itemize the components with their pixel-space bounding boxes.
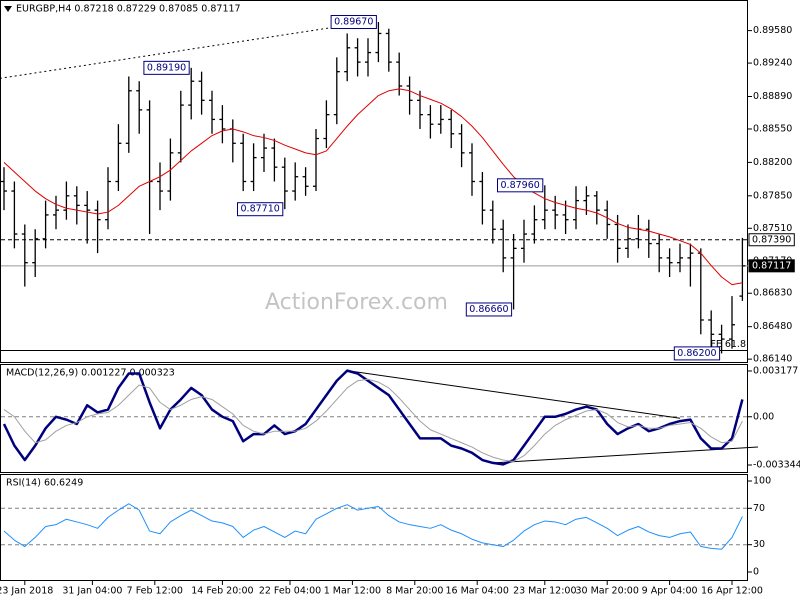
price-label: 0.89670 (334, 17, 373, 28)
y-tick-label: 0.87850 (753, 190, 792, 201)
x-tick-label: 14 Feb 20:00 (191, 586, 253, 597)
rsi-title: RSI(14) 60.6249 (6, 478, 83, 489)
x-tick-label: 22 Feb 04:00 (259, 586, 321, 597)
series-line (3, 88, 743, 286)
macd-title: MACD(12,26,9) 0.001227 0.000323 (6, 368, 175, 379)
y-tick-label: 0.89240 (753, 58, 792, 69)
rsi-panel (0, 474, 748, 581)
y-tick-label: 0.86480 (753, 321, 792, 332)
trendline (0, 21, 369, 79)
trendline (347, 370, 681, 419)
price-label: 0.86200 (677, 348, 716, 359)
x-tick-label: 31 Jan 04:00 (62, 586, 122, 597)
y-tick-label: 0.87510 (753, 223, 792, 234)
macd-panel (0, 364, 748, 473)
x-tick-label: 30 Mar 20:00 (575, 586, 638, 597)
x-tick-label: 1 Mar 12:00 (324, 586, 381, 597)
y-tick-label: 70 (753, 503, 765, 514)
x-tick-label: 7 Feb 12:00 (127, 586, 183, 597)
x-tick-label: 16 Mar 04:00 (445, 586, 508, 597)
series-line (3, 503, 743, 550)
price-label: 0.87960 (501, 180, 540, 191)
x-tick-label: 9 Apr 04:00 (642, 586, 698, 597)
y-tick-label: 0 (753, 566, 759, 577)
y-tick-label: 0.88550 (753, 123, 792, 134)
y-tick-label: 0.89580 (753, 25, 792, 36)
price-label-box (673, 346, 721, 361)
y-tick-label: 0.88890 (753, 91, 792, 102)
level-label: 0.87117 (752, 260, 791, 271)
menu-icon (4, 6, 12, 12)
x-tick-label: 23 Jan 2018 (0, 586, 53, 597)
price-label-box (465, 302, 513, 317)
y-tick-label: 0.88200 (753, 157, 792, 168)
level-box (748, 233, 795, 247)
y-tick-label: 0.003177 (753, 365, 798, 376)
series-line (3, 378, 743, 462)
y-tick-label: 30 (753, 539, 765, 550)
series-line (2, 369, 744, 466)
y-tick-label: 0.00 (753, 411, 774, 422)
x-tick-label: 16 Apr 12:00 (701, 586, 763, 597)
price-label-box (237, 202, 284, 217)
level-label: 0.87390 (752, 234, 791, 245)
y-tick-label: 0.86140 (753, 354, 792, 365)
price-panel (0, 0, 748, 363)
price-title: EURGBP,H4 0.87218 0.87229 0.87085 0.8711… (16, 4, 241, 15)
price-label: 0.87710 (241, 204, 280, 215)
y-tick-label: 100 (753, 476, 771, 487)
price-label-box (497, 178, 544, 193)
price-label: 0.86660 (469, 304, 508, 315)
level-label: FE 61.8 (710, 339, 746, 350)
x-tick-label: 23 Mar 12:00 (513, 586, 576, 597)
price-label: 0.89190 (147, 62, 186, 73)
y-tick-label: 0.86830 (753, 288, 792, 299)
level-box (748, 259, 795, 273)
watermark: ActionForex.com (265, 290, 448, 315)
price-label-box (143, 60, 190, 75)
y-tick-label: -0.003344 (753, 459, 800, 470)
price-label-box (330, 15, 377, 30)
x-tick-label: 8 Mar 20:00 (386, 586, 443, 597)
